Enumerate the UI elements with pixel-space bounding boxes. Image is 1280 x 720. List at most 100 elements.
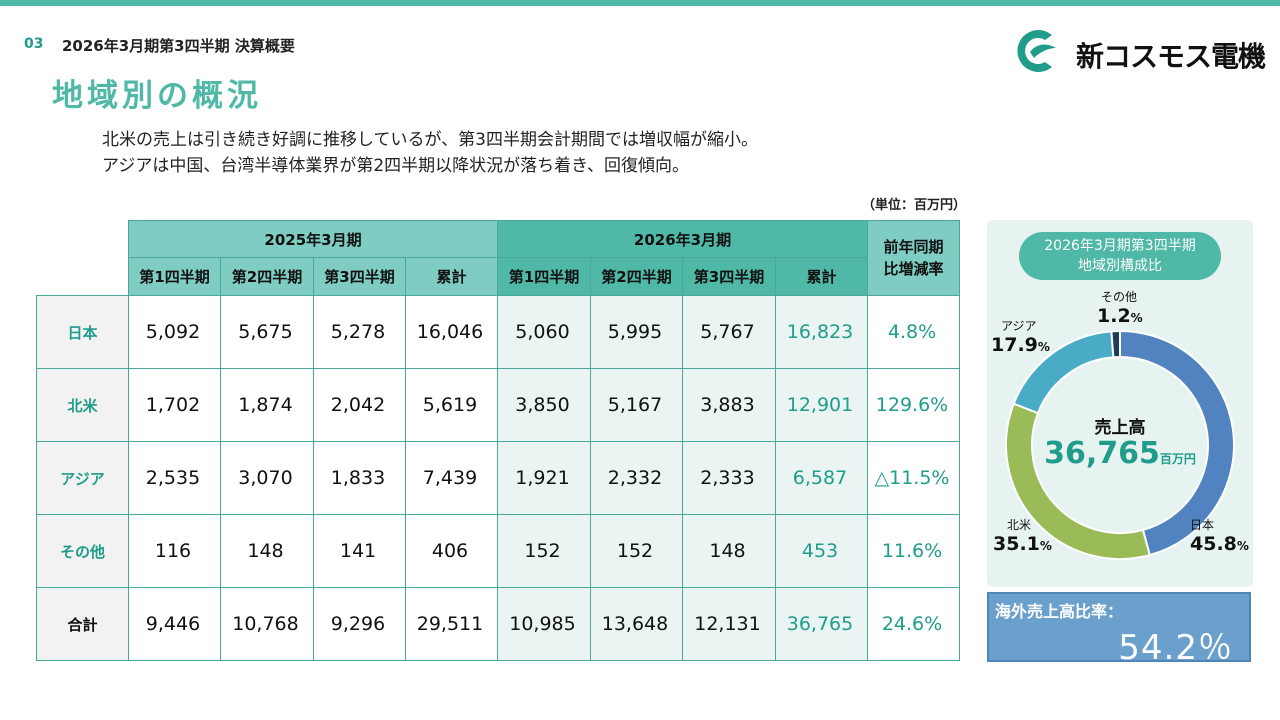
cell-cumulative: 12,901 bbox=[775, 368, 868, 442]
cell-yoy: 4.8% bbox=[867, 295, 960, 369]
label-asia-unit: % bbox=[1037, 340, 1050, 354]
cell-value: 406 bbox=[405, 514, 498, 588]
cell-value: 152 bbox=[497, 514, 591, 588]
region-total: 合計 bbox=[36, 587, 129, 661]
cell-value: 13,648 bbox=[590, 587, 683, 661]
label-na-name: 北米 bbox=[1007, 518, 1032, 532]
chart-title: 2026年3月期第3四半期 地域別構成比 bbox=[1019, 232, 1221, 280]
cell-value: 9,296 bbox=[313, 587, 406, 661]
company-name: 新コスモス電機 bbox=[1076, 40, 1266, 73]
cell-yoy: 129.6% bbox=[867, 368, 960, 442]
header-fy25-q1: 第1四半期 bbox=[128, 257, 221, 296]
overseas-ratio-label: 海外売上高比率： bbox=[995, 602, 1124, 621]
cell-value: 10,985 bbox=[497, 587, 591, 661]
header-fy26-q3: 第3四半期 bbox=[682, 257, 776, 296]
cell-value: 5,767 bbox=[682, 295, 776, 369]
cell-value: 10,768 bbox=[220, 587, 314, 661]
chart-title-line-2: 地域別構成比 bbox=[1078, 258, 1162, 274]
header-yoy-line-2: 比増減率 bbox=[883, 260, 944, 278]
regional-sales-table: 2025年3月期 2026年3月期 前年同期 比増減率 第1四半期 第2四半期 … bbox=[36, 220, 960, 661]
table-row-asia: アジア 2,535 3,070 1,833 7,439 1,921 2,332 … bbox=[36, 441, 960, 515]
label-other-name: その他 bbox=[1101, 290, 1138, 304]
label-asia-name: アジア bbox=[1001, 319, 1037, 333]
label-japan-unit: % bbox=[1236, 539, 1249, 553]
header-fy2026: 2026年3月期 bbox=[497, 220, 868, 258]
label-japan-pct: 45.8 bbox=[1190, 533, 1237, 555]
label-other-unit: % bbox=[1130, 311, 1143, 325]
cell-value: 1,921 bbox=[497, 441, 591, 515]
cell-value: 1,874 bbox=[220, 368, 314, 442]
cell-yoy: △11.5% bbox=[867, 441, 960, 515]
cell-cumulative: 6,587 bbox=[775, 441, 868, 515]
slice-other bbox=[1110, 329, 1121, 359]
cell-cumulative: 453 bbox=[775, 514, 868, 588]
header-fy26-total: 累計 bbox=[775, 257, 868, 296]
summary-line-1: 北米の売上は引き続き好調に推移しているが、第3四半期会計期間では増収幅が縮小。 bbox=[102, 130, 758, 150]
label-other-pct: 1.2 bbox=[1097, 305, 1131, 327]
cell-value: 2,332 bbox=[590, 441, 683, 515]
chart-center-title: 売上高 bbox=[1094, 418, 1146, 438]
table-row-japan: 日本 5,092 5,675 5,278 16,046 5,060 5,995 … bbox=[36, 295, 960, 369]
table-row-north-america: 北米 1,702 1,874 2,042 5,619 3,850 5,167 3… bbox=[36, 368, 960, 442]
page-title: 地域別の概況 bbox=[52, 78, 262, 114]
table-corner bbox=[37, 221, 129, 296]
section-title: 2026年3月期第3四半期 決算概要 bbox=[62, 37, 295, 55]
cell-cumulative: 36,765 bbox=[775, 587, 868, 661]
cell-value: 2,333 bbox=[682, 441, 776, 515]
cell-value: 5,167 bbox=[590, 368, 683, 442]
summary-text: 北米の売上は引き続き好調に推移しているが、第3四半期会計期間では増収幅が縮小。 … bbox=[102, 127, 758, 179]
company-logo: 新コスモス電機 bbox=[1008, 26, 1266, 78]
cell-value: 9,446 bbox=[128, 587, 221, 661]
cell-value: 16,046 bbox=[405, 295, 498, 369]
header-fy26-q1: 第1四半期 bbox=[497, 257, 591, 296]
cell-value: 148 bbox=[682, 514, 776, 588]
label-japan: 日本 45.8% bbox=[1190, 516, 1249, 555]
cell-value: 12,131 bbox=[682, 587, 776, 661]
cell-value: 2,535 bbox=[128, 441, 221, 515]
cell-yoy: 11.6% bbox=[867, 514, 960, 588]
overseas-ratio-box: 海外売上高比率： 54.2％ bbox=[987, 592, 1251, 668]
overseas-ratio-value: 54.2％ bbox=[1118, 628, 1233, 668]
region-japan: 日本 bbox=[36, 295, 129, 369]
cell-value: 7,439 bbox=[405, 441, 498, 515]
chart-center-unit: 百万円 bbox=[1159, 452, 1196, 466]
cell-value: 3,850 bbox=[497, 368, 591, 442]
label-japan-name: 日本 bbox=[1190, 518, 1215, 532]
cell-value: 3,883 bbox=[682, 368, 776, 442]
cell-value: 2,042 bbox=[313, 368, 406, 442]
label-na-pct: 35.1 bbox=[993, 533, 1040, 555]
label-north-america: 北米 35.1% bbox=[993, 516, 1052, 555]
cell-value: 5,619 bbox=[405, 368, 498, 442]
cell-value: 141 bbox=[313, 514, 406, 588]
composition-chart-panel: 2026年3月期第3四半期 地域別構成比 売上高 36,765百万円 日本 45… bbox=[987, 220, 1253, 587]
label-asia: アジア 17.9% bbox=[991, 317, 1050, 356]
header-fy25-q3: 第3四半期 bbox=[313, 257, 406, 296]
header-yoy-line-1: 前年同期 bbox=[883, 238, 944, 256]
cell-value: 5,675 bbox=[220, 295, 314, 369]
chart-center-number: 36,765 bbox=[1044, 436, 1160, 471]
cell-value: 5,995 bbox=[590, 295, 683, 369]
cell-value: 1,833 bbox=[313, 441, 406, 515]
chart-title-line-1: 2026年3月期第3四半期 bbox=[1044, 238, 1196, 254]
header-fy26-q2: 第2四半期 bbox=[590, 257, 683, 296]
cell-yoy: 24.6% bbox=[867, 587, 960, 661]
table-row-other: その他 116 148 141 406 152 152 148 453 11.6… bbox=[36, 514, 960, 588]
chart-center-value: 36,765百万円 bbox=[987, 436, 1253, 471]
header-fy25-q2: 第2四半期 bbox=[220, 257, 314, 296]
region-asia: アジア bbox=[36, 441, 129, 515]
cell-value: 1,702 bbox=[128, 368, 221, 442]
unit-label: （単位：百万円） bbox=[862, 198, 967, 213]
cell-value: 5,278 bbox=[313, 295, 406, 369]
cell-value: 152 bbox=[590, 514, 683, 588]
header-fy25-total: 累計 bbox=[405, 257, 498, 296]
cell-value: 29,511 bbox=[405, 587, 498, 661]
header-yoy: 前年同期 比増減率 bbox=[867, 220, 960, 296]
page-number: 03 bbox=[24, 36, 44, 52]
region-north-america: 北米 bbox=[36, 368, 129, 442]
company-logo-icon bbox=[1017, 30, 1056, 72]
top-accent-bar bbox=[0, 0, 1280, 6]
label-other: その他 1.2% bbox=[1097, 288, 1143, 327]
header-fy2025: 2025年3月期 bbox=[128, 220, 498, 258]
composition-donut-chart bbox=[1005, 329, 1235, 560]
cell-value: 5,060 bbox=[497, 295, 591, 369]
